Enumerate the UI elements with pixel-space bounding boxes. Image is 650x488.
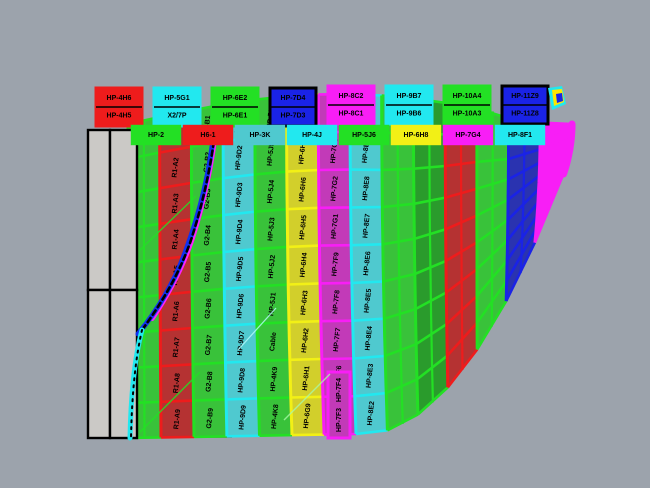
mesh-row-line [259,433,293,437]
mesh-row-line [160,363,194,368]
mesh-row-line [226,397,259,401]
mesh-row-line [255,245,288,251]
mesh-diagonal-hint-1 [139,195,197,251]
mesh-row-line [226,434,260,438]
mesh-col-line [253,99,261,436]
mesh-col-line [380,95,389,431]
mesh-row-line [192,287,225,294]
mesh-row-line [287,244,320,249]
mesh-diagonal-hint-2 [139,371,201,433]
mesh-col-line [221,104,229,437]
band-blue-1[interactable] [504,117,541,302]
mesh-subcol-line [490,111,494,327]
mesh-row-line [291,433,325,437]
mesh-row-line [351,243,383,247]
mesh-row-line [160,399,194,404]
mesh-row-line [321,357,354,361]
mesh-row-line [160,435,195,439]
mesh-col-line [158,117,163,438]
bottom-strip-face [326,370,352,440]
second-row-box-face [286,124,338,146]
mesh-row-line [289,357,322,362]
mesh-row-line [288,319,321,324]
mesh-subcol-line [519,120,526,274]
mesh-subcol-line [459,105,464,370]
second-row-box-face [234,124,286,146]
mesh-row-line [355,429,388,436]
mesh-row-line [160,326,193,332]
mesh-trailing-edge [560,120,576,178]
mesh-row-line [354,391,387,398]
band-magenta-edge[interactable] [533,121,573,244]
mesh-row-line [353,354,386,360]
mesh-row-line [192,324,225,330]
mesh-subcol-line [548,124,558,210]
mesh-row-line [223,210,256,217]
mesh-row-line [258,396,291,400]
spline-black-dotted-tail [130,329,143,439]
band-yellow-1-face [286,94,325,436]
mesh-col-line [316,94,326,435]
mesh-col-line [504,118,511,302]
mesh-row-line [159,145,192,154]
mesh-row-line [193,398,227,402]
mesh-diagonal-hint-3 [283,373,331,421]
mesh-row-line [159,217,192,226]
mesh-subcol-line [142,120,146,438]
panel-inner-upper[interactable] [108,128,139,292]
second-row-box-face [130,124,182,146]
band-green-2-face [191,104,227,437]
mesh-subcol-line [396,96,404,424]
corner-highlight [548,86,566,110]
mesh-col-line [443,102,450,388]
spline-black-dashed [140,122,218,332]
mesh-col-line [189,110,196,437]
band-cyan-1-face [223,99,260,437]
mesh-row-line [256,283,289,288]
band-cyan-2-face [350,94,388,434]
mesh-col-line [285,96,294,436]
second-row-box-face [442,124,494,146]
mesh-row-line [191,250,225,257]
mesh-diagonal-hint-4 [237,307,277,351]
mesh-row-line [320,281,352,285]
mesh-col-line [348,94,358,435]
mesh-row-line [351,280,384,285]
second-row-box-face [182,124,234,146]
mesh-row-line [192,361,226,366]
mesh-row-line [224,322,257,327]
mesh-row-line [223,173,256,180]
mesh-row-line [223,247,256,254]
second-row-box-face [338,124,390,146]
mesh-row-line [225,359,258,364]
mesh-row-line [254,170,287,176]
second-row-box-face [494,124,546,146]
mesh-col-line [411,98,420,415]
mesh-row-line [288,282,321,286]
mesh-row-line [352,317,385,322]
band-red-2[interactable] [443,101,479,389]
second-row-box-face [390,124,442,146]
mesh-subcol-line [428,100,434,403]
mesh-row-line [224,285,257,291]
band-green-4[interactable] [380,94,419,432]
band-magenta-1-face [318,94,356,435]
mesh-row-line [193,435,227,439]
mesh-row-line [320,319,353,323]
mesh-row-line [159,181,192,190]
band-green-3-face [254,96,292,436]
mesh-row-line [286,168,319,173]
mesh-row-line [255,207,288,213]
mesh-row-line [287,206,319,211]
mesh-row-line [257,358,290,363]
